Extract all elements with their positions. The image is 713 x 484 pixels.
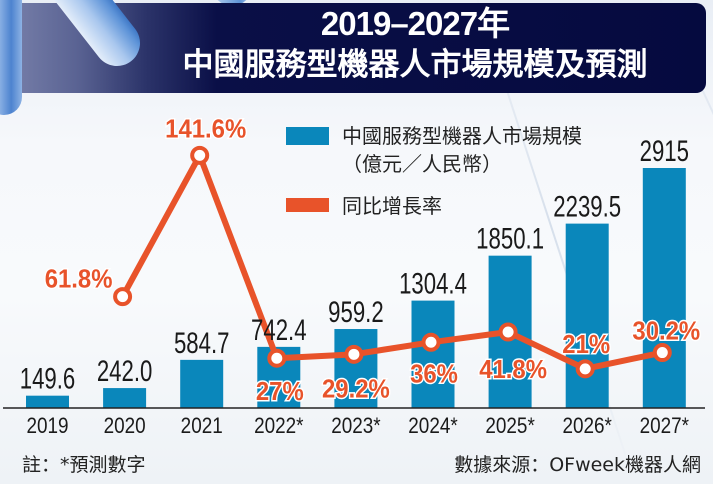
bar-2023 — [334, 329, 378, 408]
decorative-capsule-image — [0, 0, 22, 115]
growth-point-2026 — [575, 359, 595, 379]
x-tick-label: 2020 — [104, 414, 146, 439]
x-tick-label: 2023* — [331, 414, 380, 439]
bar-2021 — [180, 359, 224, 408]
growth-point-2023 — [344, 344, 364, 364]
legend-swatch-line — [286, 198, 329, 212]
bar-value-label: 2239.5 — [553, 189, 621, 223]
growth-line-series — [113, 145, 672, 379]
x-tick-label: 2027* — [640, 414, 689, 439]
legend-label-growth: 同比增長率 — [342, 194, 442, 218]
bar-2020 — [103, 388, 147, 408]
chart-title-main: 中國服務型機器人市場規模及預測 — [182, 47, 648, 83]
bar-2027 — [642, 168, 686, 408]
growth-rate-label: 27% — [256, 377, 304, 406]
growth-point-2021 — [190, 145, 210, 165]
data-source: 數據來源：OFweek機器人網 — [454, 454, 701, 476]
bar-2024 — [411, 300, 455, 408]
x-tick-label: 2024* — [408, 414, 457, 439]
legend-label-unit: （億元／人民幣） — [342, 152, 502, 176]
growth-rate-line — [119, 152, 666, 372]
bar-value-label: 149.6 — [20, 361, 76, 395]
growth-rate-label: 29.2% — [322, 374, 390, 403]
x-tick-label: 2026* — [562, 414, 611, 439]
growth-point-2025 — [498, 322, 518, 342]
x-tick-label: 2022* — [254, 414, 303, 439]
growth-rate-label: 30.2% — [632, 317, 700, 346]
growth-rate-labels: 61.8% 141.6% 27% 29.2% 36% 41.8% 21% 30.2% — [43, 113, 701, 408]
x-axis-tick-labels: 2019 2020 2021 2022* 2023* 2024* 2025* 2026* 202… — [26, 414, 689, 439]
growth-point-2027 — [652, 343, 672, 363]
x-tick-label: 2019 — [26, 414, 68, 439]
x-tick-label: 2021 — [181, 414, 223, 439]
legend-swatch-bar — [286, 127, 329, 145]
growth-point-2020 — [113, 287, 133, 307]
growth-rate-label: 61.8% — [45, 265, 113, 294]
growth-rate-label: 41.8% — [479, 355, 547, 384]
growth-point-2024 — [421, 332, 441, 352]
chart-title: 2019–2027年 中國服務型機器人市場規模及預測 — [160, 4, 670, 86]
bar-value-label: 1304.4 — [399, 266, 467, 300]
bar-value-label: 1850.1 — [476, 221, 544, 255]
growth-point-2022 — [267, 348, 287, 368]
bar-value-label: 742.4 — [251, 313, 307, 347]
growth-rate-label: 36% — [410, 359, 458, 388]
legend-label-market-size: 中國服務型機器人市場規模 — [342, 124, 582, 148]
bar-value-labels: 149.6 242.0 584.7 742.4 959.2 1304.4 1850.1 223… — [20, 134, 689, 396]
bar-value-label: 2915 — [640, 134, 689, 168]
bar-2019 — [26, 395, 69, 408]
footnote-forecast: 註：*預測數字 — [22, 454, 146, 476]
bar-value-label: 959.2 — [328, 295, 384, 329]
x-tick-label: 2025* — [485, 414, 534, 439]
bar-2026 — [565, 223, 609, 408]
bar-series — [26, 168, 686, 408]
growth-rate-label: 21% — [562, 330, 610, 359]
growth-rate-label: 141.6% — [165, 115, 246, 144]
bar-value-label: 584.7 — [174, 326, 230, 360]
chart-title-years: 2019–2027年 — [320, 5, 510, 42]
bar-value-label: 242.0 — [97, 354, 153, 388]
